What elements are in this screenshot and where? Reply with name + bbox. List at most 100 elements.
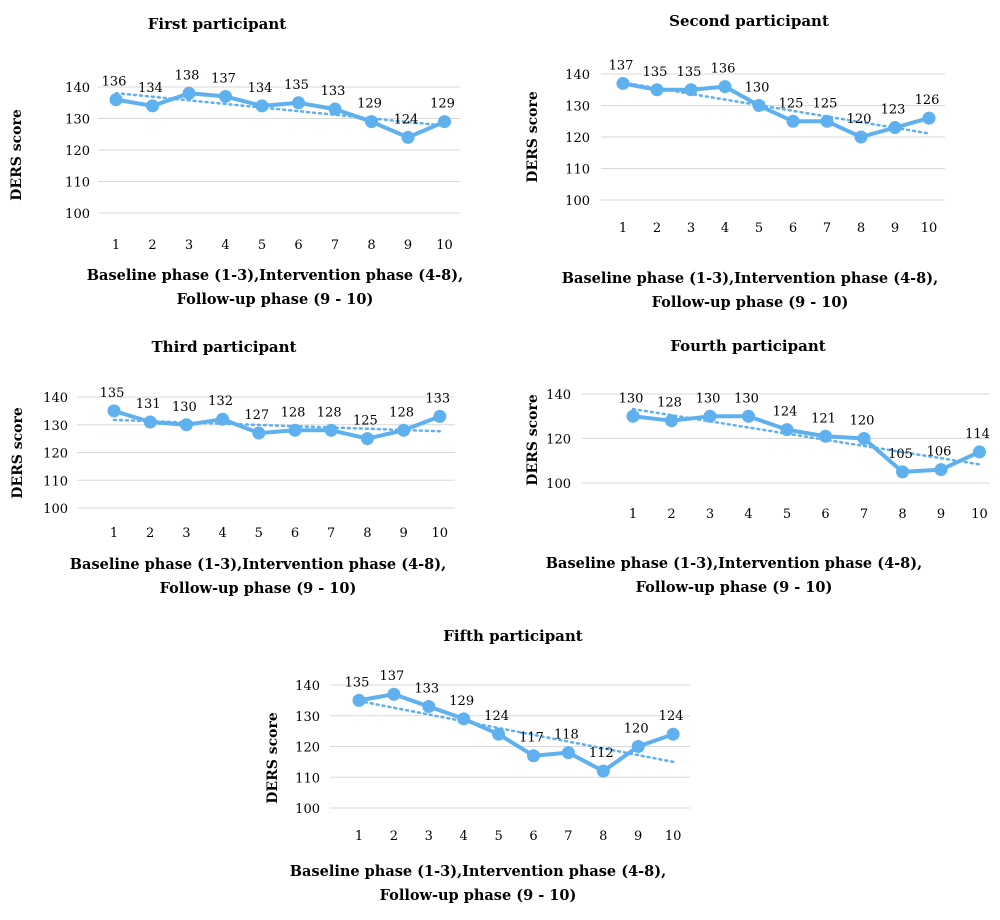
data-point xyxy=(854,130,868,144)
series-line xyxy=(632,414,981,474)
data-point xyxy=(684,83,698,97)
x-tick-label: 4 xyxy=(460,829,468,844)
y-axis-label: DERS score xyxy=(265,712,281,804)
x-tick-label: 6 xyxy=(529,829,537,844)
data-point xyxy=(752,99,766,112)
y-tick-label: 100 xyxy=(295,802,320,817)
data-label: 136 xyxy=(102,75,127,90)
y-axis-label: DERS score xyxy=(525,91,541,183)
data-label: 135 xyxy=(345,675,370,690)
x-tick-label: 4 xyxy=(744,507,752,522)
data-label: 130 xyxy=(696,391,721,406)
data-label: 137 xyxy=(609,58,634,73)
data-point xyxy=(365,115,378,129)
data-point xyxy=(433,409,447,423)
data-label: 124 xyxy=(659,709,684,724)
data-label: 120 xyxy=(850,414,875,429)
data-point xyxy=(438,115,451,129)
data-point xyxy=(922,111,936,125)
x-tick-label: 2 xyxy=(667,507,675,522)
series-line xyxy=(113,408,441,441)
data-point xyxy=(143,415,157,429)
x-tick-label: 7 xyxy=(823,221,831,236)
x-tick-label: 6 xyxy=(789,221,797,236)
y-tick-label: 140 xyxy=(565,68,590,83)
trendline xyxy=(631,407,981,466)
data-point xyxy=(492,727,506,741)
data-label: 130 xyxy=(734,391,759,406)
data-point xyxy=(422,700,436,714)
y-tick-label: 110 xyxy=(43,474,68,489)
chart-fourth-participant: Fourth participant DERS score 100 120 140 1… xyxy=(525,337,990,596)
x-axis-label-line-2: Follow-up phase (9 - 10) xyxy=(380,887,577,904)
y-tick-label: 100 xyxy=(65,207,90,222)
x-tick-label: 5 xyxy=(494,829,502,844)
y-axis-label: DERS score xyxy=(10,407,26,499)
x-tick-label: 3 xyxy=(185,238,193,253)
series-line xyxy=(358,692,674,774)
trendline xyxy=(621,81,931,135)
x-tick-label: 6 xyxy=(294,238,302,253)
data-label: 121 xyxy=(811,411,836,426)
data-label: 131 xyxy=(136,397,161,412)
y-tick-label: 120 xyxy=(43,447,68,462)
x-tick-label: 3 xyxy=(182,526,190,541)
data-point xyxy=(527,749,540,763)
x-tick-label: 10 xyxy=(436,238,453,253)
x-tick-label: 6 xyxy=(821,507,829,522)
x-tick-label: 1 xyxy=(112,238,120,253)
data-label: 125 xyxy=(353,414,378,429)
x-tick-label: 9 xyxy=(404,238,412,253)
data-label: 120 xyxy=(624,722,649,737)
x-tick-label: 3 xyxy=(425,829,433,844)
data-point xyxy=(616,76,630,90)
chart-title: Fourth participant xyxy=(670,337,825,355)
data-label: 137 xyxy=(211,71,236,86)
data-label: 125 xyxy=(779,96,804,111)
data-point xyxy=(107,404,121,418)
data-label: 124 xyxy=(484,709,509,724)
chart-second-participant: Second participant DERS score 1001101201… xyxy=(525,12,945,311)
x-tick-label: 5 xyxy=(258,238,266,253)
data-label: 118 xyxy=(554,728,579,743)
data-point xyxy=(820,114,834,128)
data-point xyxy=(352,693,366,707)
data-label: 130 xyxy=(172,400,197,415)
data-point xyxy=(109,93,123,107)
x-axis-label-line-1: Baseline phase (1-3),Intervention phase … xyxy=(546,555,922,572)
data-label: 124 xyxy=(394,112,419,127)
x-tick-label: 8 xyxy=(898,507,906,522)
data-point xyxy=(146,99,159,113)
x-tick-label: 8 xyxy=(367,238,375,253)
data-point xyxy=(401,130,415,144)
data-point xyxy=(252,426,266,440)
x-tick-label: 1 xyxy=(110,526,118,541)
chart-fifth-participant: Fifth participant DERS score 10011012013… xyxy=(265,627,690,904)
y-tick-label: 110 xyxy=(565,163,590,178)
data-point xyxy=(255,99,269,113)
y-tick-label: 110 xyxy=(295,771,320,786)
data-label: 134 xyxy=(138,81,163,96)
data-label: 128 xyxy=(281,405,306,420)
data-label: 128 xyxy=(657,396,682,411)
chart-title: First participant xyxy=(148,15,287,33)
x-axis-label-line-1: Baseline phase (1-3),Intervention phase … xyxy=(562,270,938,287)
data-point xyxy=(666,727,680,741)
data-label: 112 xyxy=(589,746,614,761)
data-label: 135 xyxy=(100,386,125,401)
series-line xyxy=(115,91,446,140)
data-label: 134 xyxy=(248,81,273,96)
data-point xyxy=(292,96,305,110)
x-tick-label: 10 xyxy=(432,526,449,541)
data-label: 120 xyxy=(847,112,872,127)
data-label: 128 xyxy=(317,405,342,420)
data-label: 125 xyxy=(813,96,838,111)
y-tick-label: 140 xyxy=(65,81,90,96)
chart-third-participant: Third participant DERS score 10011012013… xyxy=(10,338,455,597)
x-tick-label: 9 xyxy=(634,829,642,844)
x-tick-label: 4 xyxy=(218,526,226,541)
x-tick-label: 1 xyxy=(619,221,627,236)
data-point xyxy=(626,409,640,423)
x-tick-label: 3 xyxy=(687,221,695,236)
data-point xyxy=(786,114,800,128)
